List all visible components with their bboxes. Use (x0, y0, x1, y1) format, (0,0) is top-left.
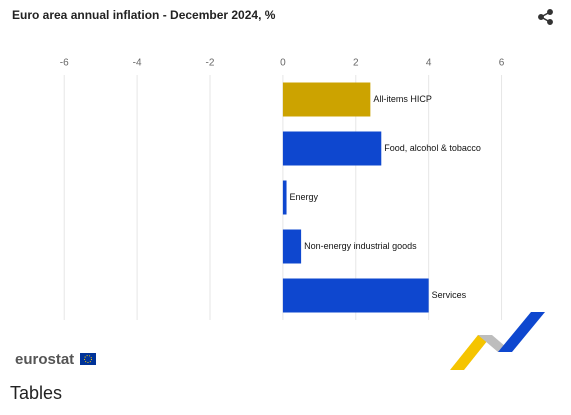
category-label: Non-energy industrial goods (304, 241, 417, 251)
x-tick-label: -2 (206, 58, 215, 69)
x-tick-label: 0 (280, 58, 286, 69)
bar (282, 180, 287, 215)
category-label: Food, alcohol & tobacco (384, 143, 481, 153)
eu-flag (80, 353, 96, 365)
category-label: Services (432, 290, 467, 300)
bar (282, 278, 429, 313)
x-tick-label: -4 (133, 58, 142, 69)
category-label: Energy (290, 192, 319, 202)
share-icon[interactable] (538, 9, 553, 25)
x-tick-label: 6 (499, 58, 505, 69)
x-tick-label: 4 (426, 58, 432, 69)
plot: -6 -4 -2 0 2 4 6 All-items HICP Food, alcohol & … (60, 58, 505, 320)
bar (282, 229, 302, 264)
section-heading: Tables (10, 383, 62, 403)
x-tick-label: -6 (60, 58, 69, 69)
category-label: All-items HICP (373, 94, 432, 104)
logo-text: eurostat (15, 351, 74, 368)
chart-title: Euro area annual inflation - December 20… (12, 8, 276, 22)
bar (282, 82, 371, 117)
decor-logo (450, 312, 545, 370)
x-tick-label: 2 (353, 58, 359, 69)
eu-stars (84, 355, 92, 363)
bar (282, 131, 382, 166)
